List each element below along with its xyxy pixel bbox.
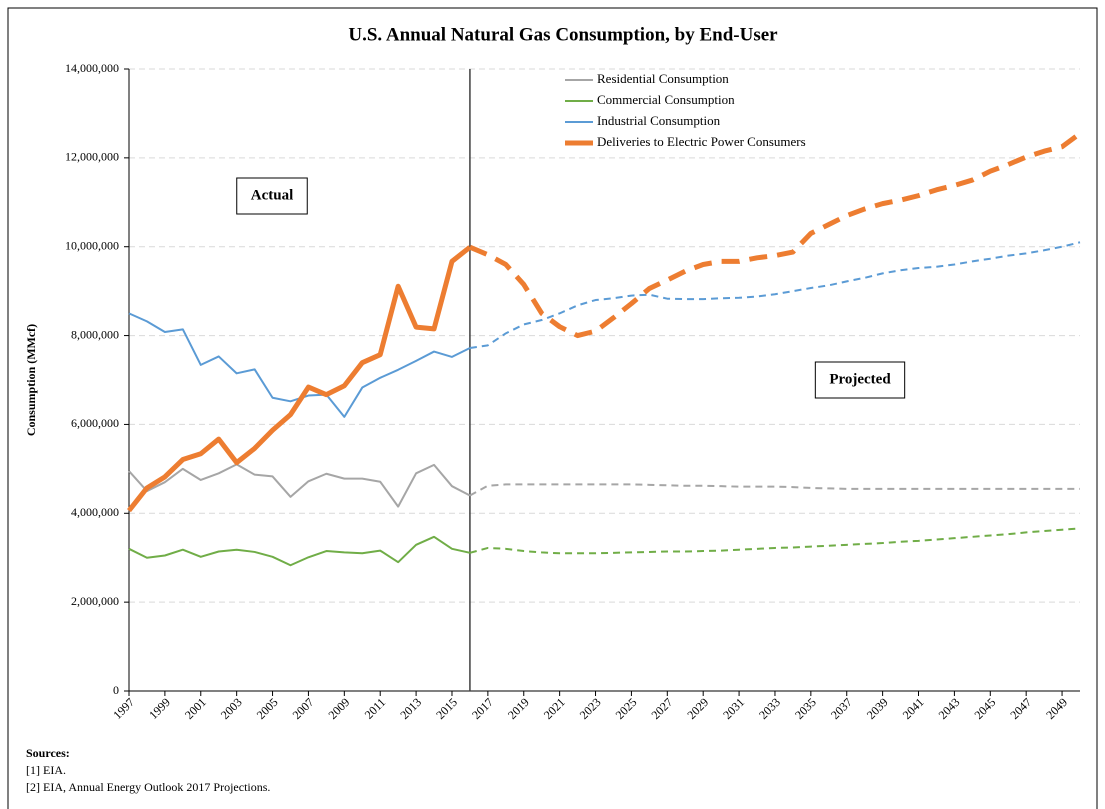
y-axis-label: Consumption (MMcf) — [24, 324, 38, 436]
y-tick-label: 2,000,000 — [71, 594, 119, 608]
annotation-text: Projected — [829, 371, 891, 387]
chart-title: U.S. Annual Natural Gas Consumption, by … — [348, 24, 778, 45]
annotation: Actual — [236, 177, 308, 215]
annotation-text: Actual — [251, 187, 294, 203]
projected-line — [469, 241, 1081, 350]
annotation-box — [236, 177, 308, 215]
legend-label: Deliveries to Electric Power Consumers — [597, 134, 806, 149]
sources-heading: Sources: — [26, 746, 70, 760]
annotation: Projected — [814, 361, 906, 399]
actual-line — [128, 535, 471, 567]
y-tick-label: 4,000,000 — [71, 505, 119, 519]
chart-frame — [7, 7, 1098, 809]
actual-line — [127, 245, 472, 513]
actual-line — [128, 463, 471, 508]
y-tick-label: 14,000,000 — [65, 61, 119, 75]
y-tick-label: 8,000,000 — [71, 327, 119, 341]
source-item: [1] EIA. — [26, 763, 66, 777]
y-tick-label: 6,000,000 — [71, 416, 119, 430]
legend-label: Industrial Consumption — [597, 113, 721, 128]
y-tick-label: 12,000,000 — [65, 150, 119, 164]
legend-label: Commercial Consumption — [597, 92, 735, 107]
source-item: [2] EIA, Annual Energy Outlook 2017 Proj… — [26, 780, 270, 794]
y-tick-label: 10,000,000 — [65, 238, 119, 252]
legend-label: Residential Consumption — [597, 71, 729, 86]
y-tick-label: 0 — [113, 683, 119, 697]
projected-line — [469, 527, 1081, 555]
annotation-box — [814, 361, 906, 399]
